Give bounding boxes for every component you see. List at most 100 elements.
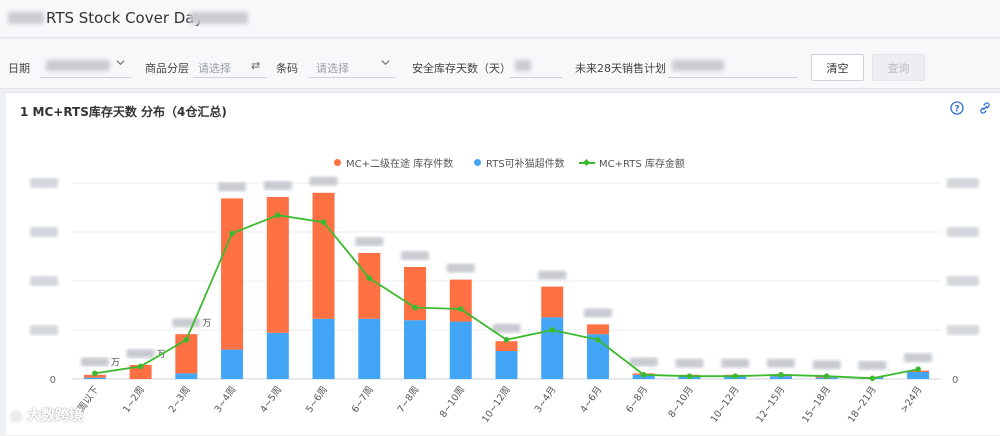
bar-mc	[358, 253, 381, 319]
bar-mc	[495, 341, 518, 351]
panel-title: 1 MC+RTS库存天数 分布（4仓汇总)	[20, 105, 227, 119]
line-point	[823, 373, 830, 380]
bar-rts	[83, 377, 106, 379]
data-label-redacted	[858, 360, 887, 370]
bar-mc	[266, 197, 289, 333]
legend-label: RTS可补猫超件数	[486, 159, 565, 170]
clear-button[interactable]: 清空	[811, 54, 864, 81]
safety-stock-label: 安全库存天数（天）	[412, 62, 511, 75]
data-label-redacted	[675, 358, 704, 368]
chart-panel: 1 MC+RTS库存天数 分布（4仓汇总) ? MC+二级在途 库存件数 RTS…	[6, 92, 1000, 435]
bar-rts	[404, 320, 427, 379]
safety-stock-value-redacted	[515, 60, 531, 71]
x-tick-label: 7~8周	[396, 384, 422, 415]
data-label-redacted	[721, 358, 750, 368]
bar-rts	[449, 321, 472, 379]
line-point	[549, 327, 556, 333]
data-label-redacted	[126, 349, 155, 358]
bar-mc	[312, 192, 335, 319]
category-label: 商品分层	[145, 62, 189, 75]
bar-mc	[586, 324, 609, 335]
data-label-redacted	[812, 360, 841, 370]
y-right-tick-redacted	[947, 325, 979, 335]
legend-item-mc[interactable]: MC+二级在途 库存件数	[334, 155, 453, 170]
data-label-redacted	[355, 237, 384, 246]
data-label: 万	[111, 358, 120, 368]
svg-text:?: ?	[954, 105, 959, 115]
bar-mc	[541, 286, 564, 318]
y-left-tick-redacted	[30, 178, 58, 188]
x-tick-label: 12~15月	[754, 384, 787, 424]
y-right-tick-redacted	[947, 178, 979, 188]
date-label: 日期	[8, 62, 30, 75]
bar-rts	[541, 317, 564, 379]
chevron-down-icon[interactable]	[381, 58, 390, 67]
barcode-select[interactable]: 请选择	[316, 62, 349, 75]
data-label: 万	[202, 319, 211, 329]
x-tick-label: 4~6月	[578, 384, 604, 415]
help-icon[interactable]: ?	[950, 101, 964, 115]
line-point	[640, 372, 647, 378]
filter-bar: 日期 商品分层 请选择 ⇄ 条码 请选择 安全库存天数（天） 未来28天销售计划…	[0, 39, 1000, 89]
y-right-tick-label: 0	[952, 375, 958, 386]
bar-mc	[129, 365, 152, 379]
watermark-logo: ◎ 大数跨境	[10, 408, 84, 424]
bar-rts	[586, 334, 609, 379]
x-tick-label: 8~10周	[438, 384, 467, 419]
data-label-redacted	[629, 357, 658, 367]
x-tick-label: 3~4月	[533, 384, 559, 415]
y-left-tick-label: 0	[50, 375, 56, 386]
legend-dot	[334, 159, 341, 166]
link-icon[interactable]	[978, 101, 992, 115]
data-label-redacted	[583, 308, 612, 318]
line-point	[229, 230, 235, 237]
barcode-label: 条码	[276, 62, 298, 75]
data-label-redacted	[263, 181, 292, 190]
window-titlebar: RTS Stock Cover Day	[0, 0, 1000, 38]
date-select[interactable]	[40, 77, 132, 78]
chevron-down-icon[interactable]	[116, 58, 125, 67]
data-label-redacted	[766, 358, 795, 368]
x-tick-label: 6~8月	[624, 384, 650, 415]
legend-item-amount[interactable]: MC+RTS 库存金额	[579, 155, 685, 170]
x-tick-label: 6~7周	[350, 384, 376, 415]
y-left-tick-redacted	[30, 276, 58, 286]
safety-stock-input[interactable]	[510, 77, 562, 78]
x-tick-label: 3~4周	[213, 384, 239, 415]
sales-plan-label: 未来28天销售计划	[575, 62, 666, 75]
swap-icon[interactable]: ⇄	[251, 59, 261, 72]
title-prefix-redacted	[8, 12, 44, 24]
x-tick-label: 8~10月	[666, 384, 695, 419]
line-point	[366, 275, 373, 281]
line-point	[732, 373, 738, 380]
legend-item-rts[interactable]: RTS可补猫超件数	[474, 155, 565, 170]
bar-rts	[358, 318, 381, 379]
sales-plan-input[interactable]	[668, 77, 798, 78]
line-point	[320, 219, 327, 225]
bar-rts	[266, 332, 289, 379]
bar-rts	[907, 372, 930, 379]
line-point	[915, 366, 921, 373]
bar-rts	[769, 376, 792, 379]
bar-mc	[221, 198, 244, 350]
data-label-redacted	[492, 323, 521, 333]
line-point	[778, 372, 784, 378]
line-point	[686, 373, 693, 380]
x-tick-label: 10~12月	[709, 384, 742, 424]
line-point	[457, 306, 464, 312]
bar-mc	[404, 267, 427, 321]
bar-rts	[495, 351, 518, 379]
data-label-redacted	[80, 357, 109, 367]
line-point	[92, 370, 98, 377]
x-tick-label: 1~2周	[121, 384, 147, 415]
x-tick-label: 4~5周	[258, 384, 284, 415]
line-point	[595, 337, 601, 343]
x-tick-label: >24月	[899, 384, 925, 415]
query-button[interactable]: 查询	[872, 54, 925, 81]
x-tick-label: 2~3周	[167, 384, 193, 415]
line-point	[412, 304, 418, 311]
legend-label: MC+RTS 库存金额	[599, 159, 685, 170]
category-select[interactable]: 请选择	[198, 62, 231, 75]
bar-mc	[449, 279, 472, 322]
